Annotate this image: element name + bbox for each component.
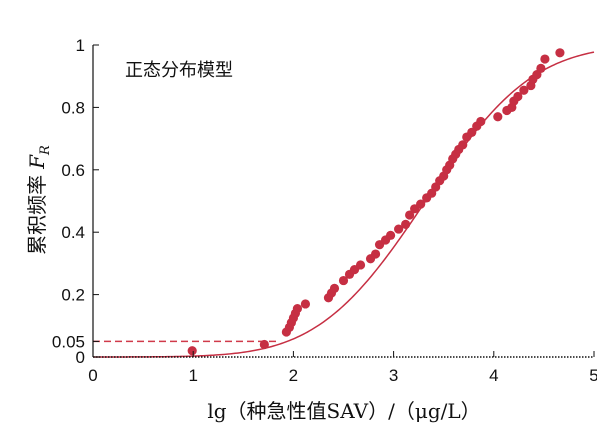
x-tick-label: 1 [188, 366, 197, 385]
data-point [476, 116, 486, 127]
data-point [187, 346, 197, 356]
data-point [493, 112, 503, 122]
data-point [370, 249, 381, 259]
data-points-group [187, 48, 565, 356]
y-tick-label: 0 [76, 348, 85, 367]
y-tick-label: 0.4 [61, 223, 85, 242]
fit-curve-group [93, 51, 595, 358]
model-annotation: 正态分布模型 [125, 60, 233, 81]
x-tick-label: 3 [389, 366, 398, 385]
data-point [536, 63, 546, 73]
data-point [540, 54, 550, 64]
fit-curve [93, 51, 595, 358]
y-axis-title: 累积频率 FR [25, 145, 53, 255]
data-point [519, 85, 529, 95]
data-point [458, 140, 468, 150]
data-point [401, 219, 411, 229]
y-axis-title-text: 累积频率 [25, 175, 49, 255]
data-point [355, 260, 366, 270]
data-point [555, 48, 565, 58]
y-tick-label: 0.6 [61, 161, 85, 180]
data-point [513, 91, 523, 102]
x-tick-label: 4 [489, 366, 498, 385]
data-point [338, 275, 349, 286]
data-point [292, 304, 303, 314]
data-point [394, 224, 404, 234]
y-tick-label: 0.05 [52, 332, 85, 351]
data-point [405, 210, 415, 220]
x-tick-label: 5 [589, 366, 597, 385]
x-tick-label: 2 [289, 366, 298, 385]
data-point [467, 127, 477, 137]
data-point [259, 339, 269, 350]
x-axis-title: lg（种急性值SAV）/（μg/L） [207, 399, 480, 423]
data-point [300, 299, 311, 309]
x-tick-label: 0 [88, 366, 97, 385]
data-point [416, 199, 426, 209]
data-point [385, 230, 396, 240]
y-axis-title-subscript: R [38, 145, 53, 156]
y-axis-title-symbol: F [25, 154, 49, 170]
y-tick-label: 0.2 [61, 286, 85, 305]
y-tick-label: 0.8 [61, 98, 85, 117]
data-point [329, 283, 340, 293]
axes-group: 0 1 2 3 4 5 00.05 0.2 0.4 0.6 0.8 1 [52, 36, 597, 385]
y-tick-label: 1 [76, 36, 85, 55]
